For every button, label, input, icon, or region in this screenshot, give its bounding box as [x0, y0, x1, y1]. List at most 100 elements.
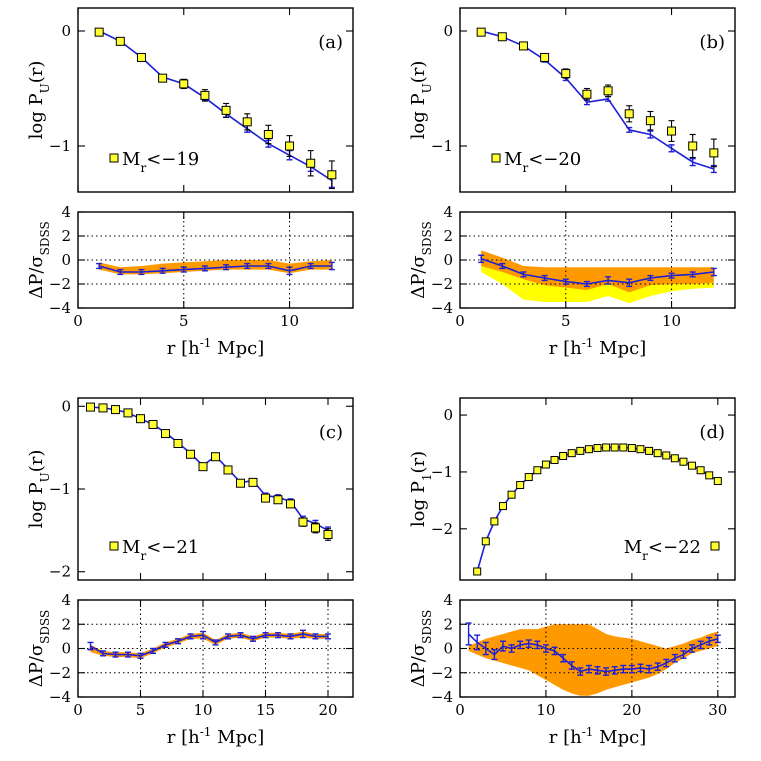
residual-errorbar: [585, 664, 592, 674]
model-errorbar: [626, 126, 633, 133]
sdss-point: [200, 90, 210, 100]
band-yellow: [481, 254, 714, 304]
y-tick-label: 2: [61, 615, 71, 633]
residual-errorbar: [668, 272, 675, 279]
y-tick-label: −4: [431, 299, 453, 317]
residual-errorbar: [680, 650, 687, 659]
sdss-point: [709, 148, 719, 158]
sdss-point: [136, 52, 146, 62]
sdss-point: [323, 530, 333, 539]
y-tick-label: −2: [49, 563, 71, 581]
residual-errorbar: [112, 651, 119, 658]
panel-d-main: 0 −1 −2 (d) Mr<−22 log P1(r): [408, 397, 736, 581]
y-axis-label: ΔP/σSDSS: [26, 610, 52, 688]
residual-errorbar: [187, 633, 194, 640]
sdss-point: [679, 457, 688, 466]
sdss-point: [242, 117, 252, 127]
y-tick-label: 0: [61, 397, 71, 415]
sdss-point: [567, 449, 576, 458]
y-tick-label: −4: [49, 688, 71, 706]
sdss-point: [705, 471, 714, 480]
residual-errorbar: [654, 662, 661, 672]
sdss-point: [327, 170, 337, 180]
panel-a-main: 0 −1 (a) Mr<−19 log PU(r): [26, 7, 354, 193]
sdss-point: [481, 537, 490, 546]
residual-line: [480, 258, 714, 285]
y-tick-label: −2: [431, 664, 453, 682]
sdss-point: [662, 451, 671, 460]
sdss-point: [158, 73, 168, 83]
residual-errorbar: [175, 638, 181, 645]
y-tick-label: −2: [49, 275, 71, 293]
residual-errorbar: [620, 664, 627, 674]
panel-a-residual: 0 5 10 −4 −2 0 2 4 ΔP/σSDSS r [h-1 Mpc]: [26, 203, 354, 359]
sdss-point: [688, 461, 697, 470]
sdss-point: [111, 405, 120, 415]
sdss-point: [610, 443, 619, 452]
legend-marker: [109, 153, 119, 163]
panel-a: 0 −1 (a) Mr<−19 log PU(r) 0 5 10 −4 −2 0 2 4 ΔP/σSDSS…: [26, 7, 354, 359]
legend-label: Mr<−20: [504, 149, 581, 175]
residual-errorbar: [689, 271, 696, 278]
x-tick-label: 0: [73, 312, 83, 330]
residual-errorbar: [100, 650, 106, 657]
y-tick-label: −1: [49, 480, 71, 498]
residual-errorbar: [87, 641, 94, 651]
x-axis-label: r [h-1 Mpc]: [167, 336, 264, 359]
sdss-point: [603, 86, 613, 96]
sdss-point: [298, 517, 308, 527]
residual-errorbar: [300, 629, 306, 639]
residual-errorbar: [577, 667, 584, 676]
y-tick-label: −2: [431, 275, 453, 293]
sdss-point: [507, 490, 516, 499]
residual-errorbar: [499, 640, 506, 652]
y-tick-label: 2: [443, 227, 453, 245]
y-tick-label: −2: [49, 664, 71, 682]
legend-label: Mr<−21: [122, 537, 199, 563]
x-tick-label: 15: [256, 701, 275, 719]
panel-label: (c): [319, 422, 343, 443]
sdss-point: [98, 403, 108, 413]
residual-errorbar: [714, 634, 721, 644]
model-line: [90, 406, 329, 532]
y-tick-label: −1: [431, 463, 453, 481]
residual-errorbar: [223, 264, 230, 271]
residual-line: [98, 265, 332, 273]
residual-errorbar: [201, 265, 208, 272]
residual-errorbar: [275, 632, 281, 639]
y-axis-label: log PU(r): [26, 450, 52, 529]
model-errorbar: [668, 144, 675, 153]
residual-errorbar: [534, 640, 541, 650]
residual-errorbar: [286, 266, 293, 276]
x-tick-label: 0: [73, 701, 83, 719]
sdss-point: [223, 465, 233, 475]
residual-errorbar: [689, 644, 696, 653]
sdss-point: [236, 478, 245, 488]
residual-errorbar: [560, 653, 567, 663]
legend-marker: [109, 541, 119, 551]
sdss-point: [248, 477, 258, 487]
panel-c-residual: 0 5 10 15 20 −4 −2 0 2 4 ΔP/σSDSS r [h-1 Mpc]: [26, 591, 354, 748]
y-axis-label: log PU(r): [26, 61, 52, 140]
band-orange: [468, 624, 718, 696]
sdss-point: [148, 419, 158, 429]
sdss-point: [645, 446, 654, 455]
residual-errorbar: [465, 622, 472, 646]
x-axis-label: r [h-1 Mpc]: [549, 725, 646, 748]
residual-errorbar: [605, 276, 612, 285]
residual-errorbar: [474, 634, 481, 651]
sdss-point: [273, 495, 283, 505]
y-tick-label: 2: [61, 227, 71, 245]
sdss-point: [86, 402, 95, 412]
residual-errorbar: [265, 262, 272, 270]
y-tick-label: −1: [49, 137, 71, 155]
sdss-point: [576, 446, 585, 455]
residual-errorbar: [626, 278, 633, 288]
sdss-point: [198, 462, 208, 472]
panel-d: 0 −1 −2 (d) Mr<−22 log P1(r) 0 10 20 30 −4 −2 0 2 4 ΔP/…: [408, 397, 736, 748]
residual-errorbar: [628, 664, 635, 674]
residual-errorbar: [244, 262, 251, 270]
residual-errorbar: [162, 641, 169, 648]
sdss-point: [696, 466, 705, 475]
sdss-point: [653, 449, 662, 458]
